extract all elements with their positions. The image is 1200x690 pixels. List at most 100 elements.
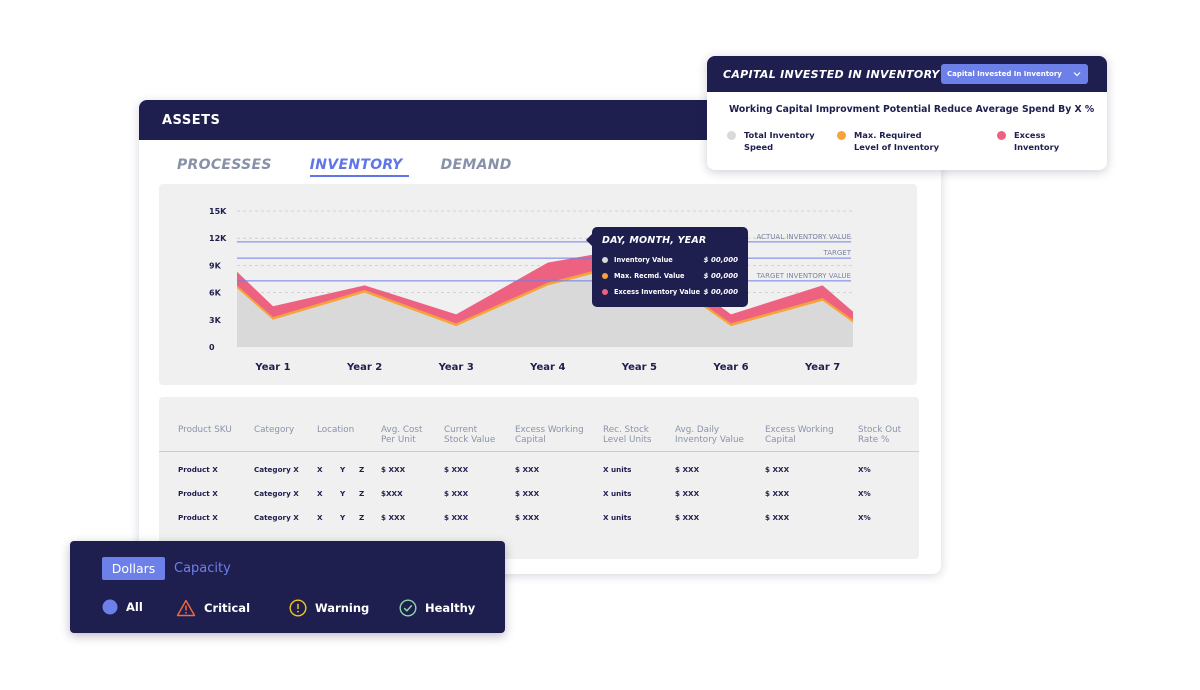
- toggle-capacity-button[interactable]: Capacity: [174, 561, 231, 576]
- tooltip-dot-max: [602, 273, 608, 279]
- tab-bar: PROCESSES INVENTORY DEMAND: [177, 157, 550, 177]
- y-tick-label: 15K: [209, 207, 227, 216]
- capital-subtitle: Working Capital Improvment Potential Red…: [729, 104, 1095, 115]
- filter-healthy[interactable]: Healthy: [399, 599, 475, 617]
- tooltip-dot-excess: [602, 289, 608, 295]
- header-line: Rate %: [858, 435, 890, 445]
- header-line: Current: [444, 425, 478, 435]
- table-cell: Category X: [254, 465, 299, 474]
- tooltip-row: Max. Recmd. Value $ 00,000: [602, 268, 738, 284]
- tooltip-title: DAY, MONTH, YEAR: [602, 235, 707, 246]
- legend-line: Inventory: [1014, 142, 1060, 152]
- legend-dot: [837, 131, 846, 140]
- capital-invested-card: CAPITAL INVESTED IN INVENTORY Capital In…: [707, 56, 1107, 170]
- tooltip-label: Excess Inventory Value: [614, 288, 701, 296]
- header-line: Product SKU: [178, 425, 232, 435]
- table-cell: X: [317, 489, 323, 498]
- table-column-header[interactable]: Location: [317, 425, 354, 435]
- header-line: Excess Working: [515, 425, 584, 435]
- check-circle-icon: [399, 599, 417, 617]
- warning-triangle-icon: [176, 599, 196, 617]
- legend-item-total: Total Inventory Speed: [727, 129, 815, 153]
- table-cell: $ XXX: [675, 465, 700, 474]
- filter-critical[interactable]: Critical: [176, 599, 250, 617]
- table-column-header[interactable]: Avg. Cost Per Unit: [381, 425, 422, 445]
- reference-line-label: ACTUAL INVENTORY VALUE: [756, 233, 851, 241]
- table-column-header[interactable]: Excess Working Capital: [765, 425, 834, 445]
- tab-inventory[interactable]: INVENTORY: [309, 157, 409, 177]
- table-cell: X units: [603, 513, 632, 522]
- x-tick-label: Year 3: [438, 362, 474, 373]
- capital-metric-select[interactable]: Capital Invested In Inventory: [941, 64, 1088, 84]
- filter-label: Warning: [315, 601, 370, 615]
- tooltip-row: Excess Inventory Value $ 00,000: [602, 284, 738, 300]
- table-column-header[interactable]: Excess Working Capital: [515, 425, 584, 445]
- tooltip-value: $ 00,000: [703, 288, 738, 296]
- capital-header: CAPITAL INVESTED IN INVENTORY Capital In…: [707, 56, 1107, 92]
- header-line: Stock Value: [444, 435, 496, 445]
- tooltip-label: Max. Recmd. Value: [614, 272, 685, 280]
- table-cell: X units: [603, 465, 632, 474]
- header-line: Capital: [515, 435, 546, 445]
- table-cell: Y: [340, 489, 346, 498]
- reference-line-label: TARGET: [822, 249, 851, 257]
- tooltip-row: Inventory Value $ 00,000: [602, 252, 738, 268]
- table-cell: X: [317, 465, 323, 474]
- tab-processes[interactable]: PROCESSES: [177, 157, 272, 173]
- capital-title: CAPITAL INVESTED IN INVENTORY: [723, 67, 940, 81]
- inventory-area-chart: 0 3K 6K 9K 12K 15K ACTUAL INVENTORY VALUE TARGE…: [209, 207, 853, 373]
- y-tick-label: 6K: [209, 289, 222, 298]
- header-line: Inventory Value: [675, 435, 744, 445]
- table-cell: Category X: [254, 489, 299, 498]
- table-cell: Y: [340, 465, 346, 474]
- table-cell: X units: [603, 489, 632, 498]
- capital-select-value: Capital Invested In Inventory: [947, 70, 1062, 78]
- tab-demand[interactable]: DEMAND: [440, 157, 512, 173]
- legend-dot: [727, 131, 736, 140]
- table-cell: $ XXX: [765, 465, 790, 474]
- legend-line: Level of Inventory: [854, 142, 939, 152]
- table-cell: $ XXX: [444, 465, 469, 474]
- filter-all[interactable]: All: [102, 599, 143, 615]
- table-column-header[interactable]: Avg. Daily Inventory Value: [675, 425, 744, 445]
- table-cell: Z: [359, 489, 365, 498]
- exclamation-circle-icon: [289, 599, 307, 617]
- legend-line: Excess: [1014, 130, 1046, 140]
- filter-warning[interactable]: Warning: [289, 599, 369, 617]
- legend-dot: [997, 131, 1006, 140]
- table-column-header[interactable]: Category: [254, 425, 294, 435]
- table-column-header[interactable]: Rec. Stock Level Units: [603, 425, 652, 445]
- tooltip-value: $ 00,000: [703, 256, 738, 264]
- table-cell: $ XXX: [765, 489, 790, 498]
- table-cell: X%: [858, 465, 871, 474]
- x-tick-label: Year 5: [621, 362, 657, 373]
- y-tick-label: 3K: [209, 316, 222, 325]
- table-column-header[interactable]: Current Stock Value: [444, 425, 495, 445]
- header-line: Avg. Daily: [675, 425, 720, 435]
- filter-label: All: [126, 600, 143, 614]
- table-cell: X%: [858, 489, 871, 498]
- series-area-0: [237, 261, 853, 347]
- table-column-header[interactable]: Stock Out Rate %: [858, 425, 901, 445]
- x-tick-label: Year 4: [529, 362, 565, 373]
- table-cell: $ XXX: [381, 513, 406, 522]
- tooltip-dot-inventory: [602, 257, 608, 263]
- y-tick-label: 0: [209, 343, 215, 352]
- table-cell: X: [317, 513, 323, 522]
- legend-item-max: Max. Required Level of Inventory: [837, 129, 939, 153]
- table-cell: $ XXX: [765, 513, 790, 522]
- table-cell: X%: [858, 513, 871, 522]
- toggle-dollars-button[interactable]: Dollars: [102, 557, 165, 580]
- chart-tooltip: DAY, MONTH, YEAR Inventory Value $ 00,00…: [586, 227, 748, 307]
- header-line: Level Units: [603, 435, 652, 445]
- reference-line-label: TARGET INVENTORY VALUE: [756, 272, 851, 280]
- table-cell: $ XXX: [675, 489, 700, 498]
- table-cell: $ XXX: [381, 465, 406, 474]
- legend-line: Speed: [744, 142, 774, 152]
- filter-label: Healthy: [425, 601, 476, 615]
- header-line: Location: [317, 425, 355, 435]
- table-column-header[interactable]: Product SKU: [178, 425, 232, 435]
- inventory-table: Product SKU Category Location Avg. Cost Per …: [159, 397, 919, 559]
- table-cell: $ XXX: [444, 489, 469, 498]
- chart-panel: 0 3K 6K 9K 12K 15K ACTUAL INVENTORY VALUE TARGE…: [159, 184, 917, 385]
